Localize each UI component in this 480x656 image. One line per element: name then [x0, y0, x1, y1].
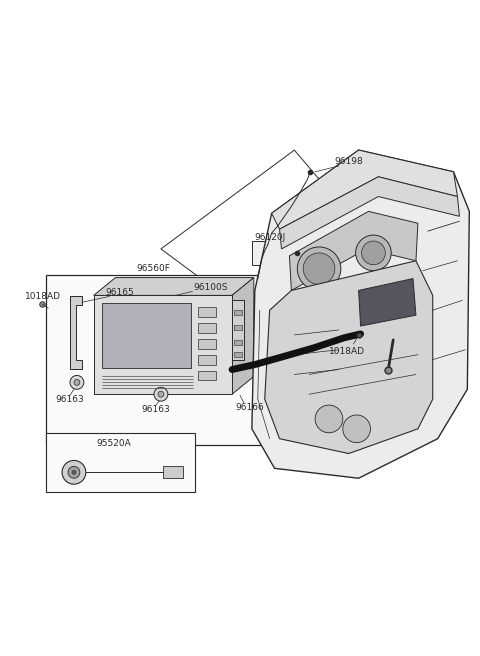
Bar	[199, 355, 216, 365]
Bar	[234, 310, 242, 315]
Polygon shape	[70, 297, 82, 369]
Polygon shape	[232, 300, 244, 359]
Text: 96165: 96165	[105, 288, 134, 297]
Circle shape	[72, 470, 76, 474]
Polygon shape	[264, 261, 433, 453]
Bar	[289, 248, 295, 258]
Polygon shape	[232, 277, 254, 394]
Polygon shape	[94, 295, 232, 394]
Text: 96163: 96163	[56, 395, 84, 403]
Bar	[199, 307, 216, 317]
Circle shape	[158, 391, 164, 397]
Text: 96198: 96198	[335, 157, 363, 167]
Bar	[234, 325, 242, 330]
Circle shape	[343, 415, 371, 443]
Bar	[46, 275, 264, 445]
Polygon shape	[272, 150, 457, 229]
Text: 96100S: 96100S	[193, 283, 228, 292]
Circle shape	[315, 405, 343, 433]
Text: 96166: 96166	[236, 403, 264, 411]
Bar	[234, 352, 242, 357]
Text: 95520A: 95520A	[96, 439, 131, 448]
Circle shape	[356, 235, 391, 271]
Bar	[163, 466, 183, 478]
Circle shape	[68, 466, 80, 478]
Text: 96560F: 96560F	[136, 264, 170, 273]
Polygon shape	[279, 176, 459, 249]
Bar	[102, 303, 191, 367]
Text: 1018AD: 1018AD	[24, 292, 60, 301]
Text: 1018AD: 1018AD	[329, 347, 365, 356]
Bar	[199, 323, 216, 333]
Bar	[46, 433, 194, 492]
Bar	[252, 241, 289, 265]
Text: 96120J: 96120J	[255, 233, 286, 241]
Polygon shape	[289, 211, 418, 291]
Polygon shape	[359, 279, 416, 326]
Bar	[199, 339, 216, 349]
Circle shape	[62, 461, 86, 484]
Circle shape	[303, 253, 335, 285]
Bar	[199, 371, 216, 380]
Bar	[234, 340, 242, 345]
Text: 96163: 96163	[142, 405, 170, 413]
Circle shape	[154, 387, 168, 401]
Circle shape	[361, 241, 385, 265]
Circle shape	[74, 379, 80, 385]
Circle shape	[297, 247, 341, 291]
Polygon shape	[94, 277, 254, 295]
Polygon shape	[252, 150, 469, 478]
Circle shape	[70, 375, 84, 389]
